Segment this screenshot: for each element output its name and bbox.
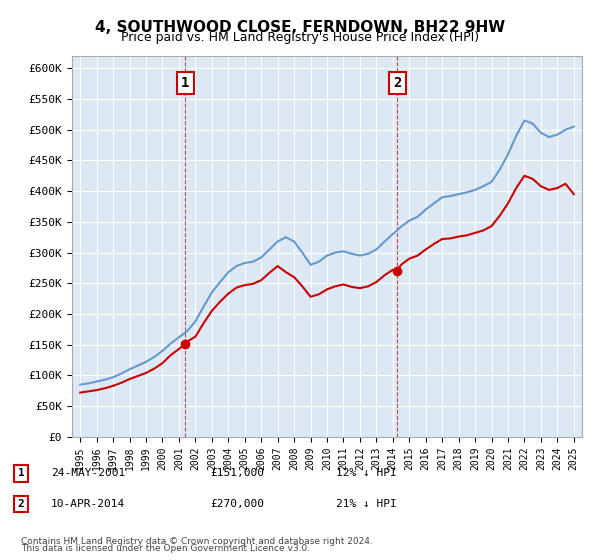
Text: £151,000: £151,000 bbox=[210, 468, 264, 478]
Text: 1: 1 bbox=[17, 468, 25, 478]
Text: 2: 2 bbox=[17, 499, 25, 509]
Text: 12% ↓ HPI: 12% ↓ HPI bbox=[336, 468, 397, 478]
Text: Contains HM Land Registry data © Crown copyright and database right 2024.: Contains HM Land Registry data © Crown c… bbox=[21, 537, 373, 546]
Text: 4, SOUTHWOOD CLOSE, FERNDOWN, BH22 9HW: 4, SOUTHWOOD CLOSE, FERNDOWN, BH22 9HW bbox=[95, 20, 505, 35]
Text: £270,000: £270,000 bbox=[210, 499, 264, 509]
Text: 24-MAY-2001: 24-MAY-2001 bbox=[51, 468, 125, 478]
Text: 10-APR-2014: 10-APR-2014 bbox=[51, 499, 125, 509]
Text: 2: 2 bbox=[393, 76, 401, 90]
Text: 1: 1 bbox=[181, 76, 190, 90]
Text: This data is licensed under the Open Government Licence v3.0.: This data is licensed under the Open Gov… bbox=[21, 544, 310, 553]
Text: Price paid vs. HM Land Registry's House Price Index (HPI): Price paid vs. HM Land Registry's House … bbox=[121, 31, 479, 44]
Text: 21% ↓ HPI: 21% ↓ HPI bbox=[336, 499, 397, 509]
